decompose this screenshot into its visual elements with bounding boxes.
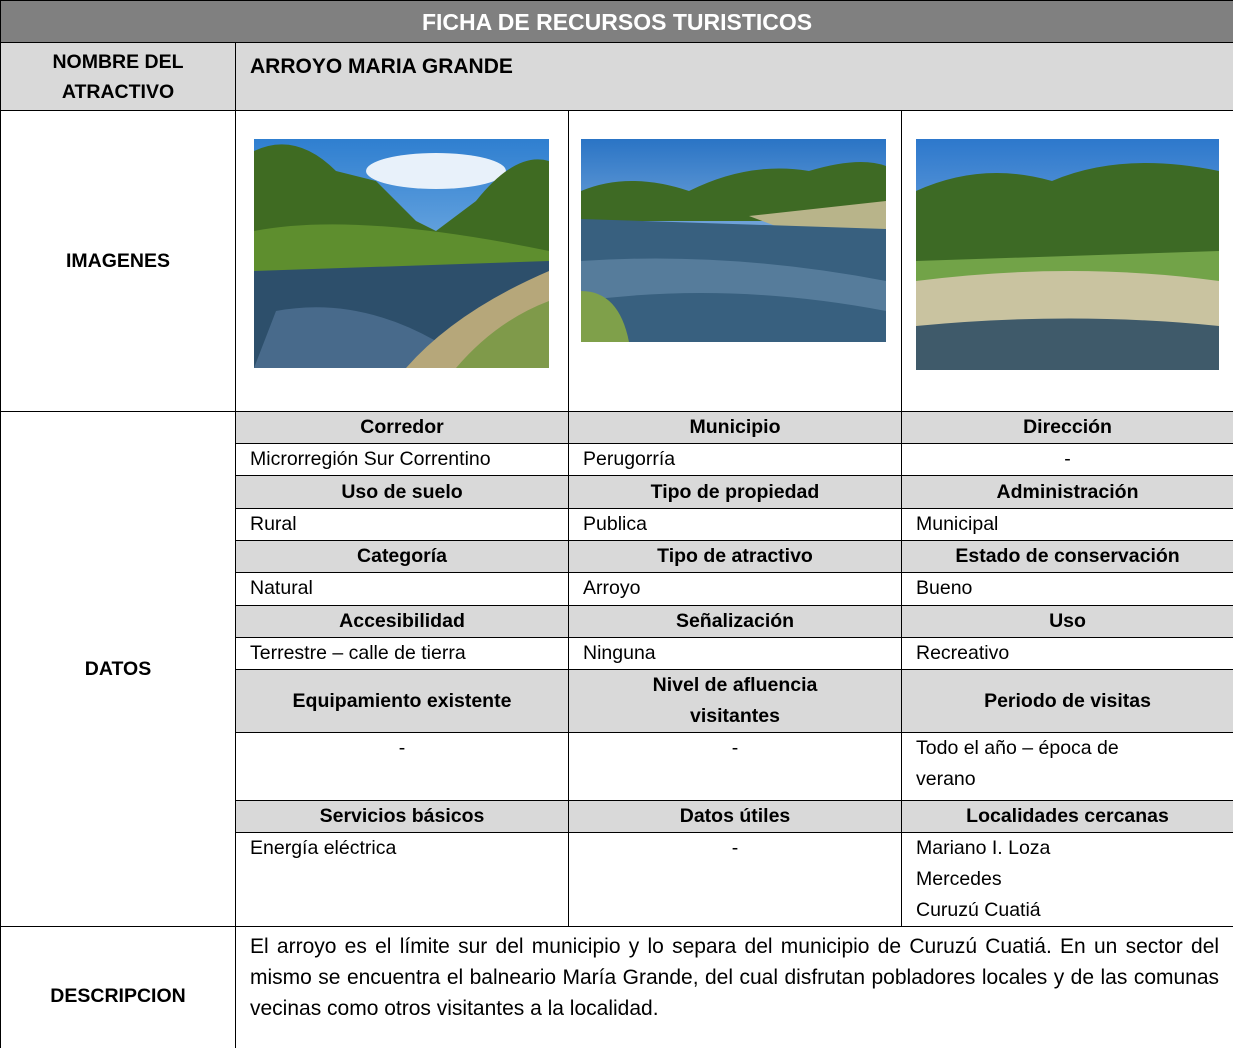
text-line: Mercedes — [916, 868, 1002, 890]
data-value-row: Energía eléctrica - Mariano I. Loza Mercede… — [1, 832, 1233, 927]
photo — [581, 139, 886, 342]
field-value: Energía eléctrica — [235, 832, 569, 927]
field-header: Equipamiento existente — [235, 669, 569, 733]
data-value-row: - - Todo el año – época de verano — [1, 732, 1233, 801]
name-row: NOMBRE DEL ATRACTIVO ARROYO MARIA GRANDE — [0, 42, 1233, 111]
field-header: Dirección — [900, 411, 1233, 444]
text-line: Nivel de afluencia — [652, 674, 818, 696]
field-value: Rural — [235, 508, 569, 541]
field-header: Tipo de propiedad — [568, 475, 902, 509]
field-value: Municipal — [900, 508, 1233, 541]
field-value: Recreativo — [900, 637, 1233, 670]
field-header: Municipio — [568, 411, 902, 444]
field-header: Uso de suelo — [235, 475, 569, 509]
field-header: Localidades cercanas — [900, 800, 1233, 833]
field-value: Mariano I. Loza Mercedes Curuzú Cuatiá — [900, 832, 1233, 927]
description-label: DESCRIPCION — [0, 926, 236, 1048]
field-value: Ninguna — [568, 637, 902, 670]
field-value: - — [235, 732, 569, 801]
field-value: Publica — [568, 508, 902, 541]
field-header: Uso — [900, 605, 1233, 638]
image-cell — [900, 110, 1233, 412]
text-line: visitantes — [690, 705, 780, 727]
field-header: Periodo de visitas — [900, 669, 1233, 733]
field-value: Microrregión Sur Correntino — [235, 443, 569, 476]
field-value: Bueno — [900, 572, 1233, 606]
data-header-row: Servicios básicos Datos útiles Localidades… — [1, 800, 1233, 833]
field-value: - — [900, 443, 1233, 476]
field-header: Servicios básicos — [235, 800, 569, 833]
text-line: verano — [916, 768, 976, 790]
field-value: Natural — [235, 572, 569, 606]
data-header-row: Equipamiento existente Nivel de afluencia… — [1, 669, 1233, 733]
name-value: ARROYO MARIA GRANDE — [234, 42, 1233, 111]
field-header: Estado de conservación — [900, 540, 1233, 573]
data-value-row: Rural Publica Municipal — [1, 508, 1233, 541]
data-value-row: Natural Arroyo Bueno — [1, 572, 1233, 606]
field-header: Tipo de atractivo — [568, 540, 902, 573]
data-header-row: DATOS Corredor Municipio Dirección — [0, 411, 1233, 927]
name-label: NOMBRE DEL ATRACTIVO — [0, 42, 236, 111]
images-row: IMAGENES — [0, 110, 1233, 412]
image-cell — [568, 110, 902, 412]
photo — [254, 139, 549, 368]
data-value-row: Microrregión Sur Correntino Perugorría - — [1, 443, 1233, 476]
image-cell — [235, 110, 569, 412]
field-header: Nivel de afluencia visitantes — [568, 669, 902, 733]
text-line: Curuzú Cuatiá — [916, 899, 1041, 921]
field-header: Corredor — [235, 411, 569, 444]
sheet-title: FICHA DE RECURSOS TURISTICOS — [0, 0, 1233, 43]
images-label: IMAGENES — [0, 110, 236, 412]
field-header: Administración — [900, 475, 1233, 509]
field-value: Todo el año – época de verano — [900, 732, 1233, 801]
field-header: Señalización — [568, 605, 902, 638]
text-line: Mariano I. Loza — [916, 837, 1051, 859]
field-value: - — [568, 832, 902, 927]
field-value: Terrestre – calle de tierra — [235, 637, 569, 670]
field-value: Perugorría — [568, 443, 902, 476]
description-row: DESCRIPCION El arroyo es el límite sur de… — [0, 926, 1233, 1048]
title-row: FICHA DE RECURSOS TURISTICOS — [0, 0, 1233, 43]
photo — [916, 139, 1219, 370]
field-value: - — [568, 732, 902, 801]
field-value: Arroyo — [568, 572, 902, 606]
field-header: Accesibilidad — [235, 605, 569, 638]
data-header-row: Uso de suelo Tipo de propiedad Administrac… — [1, 475, 1233, 509]
description-text: El arroyo es el límite sur del municipio… — [234, 926, 1233, 1048]
data-label: DATOS — [0, 411, 236, 927]
field-header: Datos útiles — [568, 800, 902, 833]
text-line: Todo el año – época de — [916, 737, 1119, 759]
field-header: Categoría — [235, 540, 569, 573]
